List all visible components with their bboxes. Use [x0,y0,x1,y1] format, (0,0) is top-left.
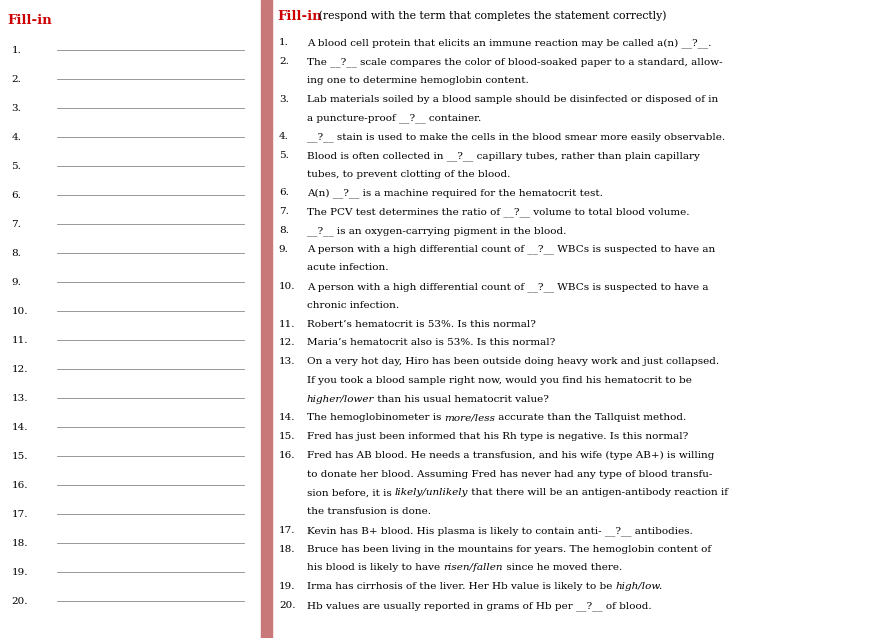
Text: since he moved there.: since he moved there. [503,563,622,572]
Text: Kevin has B+ blood. His plasma is likely to contain anti- __?​__ antibodies.: Kevin has B+ blood. His plasma is likely… [307,526,693,536]
Text: 15.: 15. [11,452,28,461]
Text: 4.: 4. [11,133,21,142]
Text: 10.: 10. [279,282,296,291]
Text: 18.: 18. [11,539,28,549]
Text: The __?​__ scale compares the color of blood-soaked paper to a standard, allow-: The __?​__ scale compares the color of b… [307,57,723,67]
Text: 20.: 20. [279,601,296,610]
Text: 13.: 13. [11,394,28,403]
Bar [261,0,272,638]
Text: Blood is often collected in __?​__ capillary tubes, rather than plain capillary: Blood is often collected in __?​__ capil… [307,151,700,161]
Text: 16.: 16. [279,451,296,460]
Text: 5.: 5. [279,151,289,160]
Text: that there will be an antigen-antibody reaction if: that there will be an antigen-antibody r… [468,489,729,498]
Text: 6.: 6. [11,191,21,200]
Text: Fred has AB blood. He needs a transfusion, and his wife (type AB+) is willing: Fred has AB blood. He needs a transfusio… [307,451,714,460]
Text: high/low.: high/low. [616,582,663,591]
Text: 6.: 6. [279,188,289,197]
Text: 1.: 1. [279,38,289,47]
Text: On a very hot day, Hiro has been outside doing heavy work and just collapsed.: On a very hot day, Hiro has been outside… [307,357,719,366]
Text: the transfusion is done.: the transfusion is done. [307,507,431,516]
Text: Fred has just been informed that his Rh type is negative. Is this normal?: Fred has just been informed that his Rh … [307,432,688,441]
Text: A person with a high differential count of __?​__ WBCs is suspected to have a: A person with a high differential count … [307,282,709,292]
Text: acute infection.: acute infection. [307,263,389,272]
Text: 3.: 3. [11,104,21,113]
Text: A person with a high differential count of __?​__ WBCs is suspected to have an: A person with a high differential count … [307,244,715,255]
Text: ing one to determine hemoglobin content.: ing one to determine hemoglobin content. [307,76,529,85]
Text: 11.: 11. [11,336,28,345]
Text: tubes, to prevent clotting of the blood.: tubes, to prevent clotting of the blood. [307,170,510,179]
Text: The hemoglobinometer is: The hemoglobinometer is [307,413,445,422]
Text: Hb values are usually reported in grams of Hb per __?​__ of blood.: Hb values are usually reported in grams … [307,601,652,611]
Text: 13.: 13. [279,357,296,366]
Text: A(n) __?​__ is a machine required for the hematocrit test.: A(n) __?​__ is a machine required for th… [307,188,602,198]
Text: 8.: 8. [279,226,289,235]
Text: 15.: 15. [279,432,296,441]
Text: accurate than the Tallquist method.: accurate than the Tallquist method. [496,413,687,422]
Text: 20.: 20. [11,597,28,607]
Text: risen/fallen: risen/fallen [443,563,503,572]
Text: 7.: 7. [11,220,21,229]
Text: 12.: 12. [11,365,28,375]
Text: 18.: 18. [279,545,296,554]
Text: Bruce has been living in the mountains for years. The hemoglobin content of: Bruce has been living in the mountains f… [307,545,711,554]
Text: 11.: 11. [279,320,296,329]
Text: (respond with the term that completes the statement correctly): (respond with the term that completes th… [315,10,667,21]
Text: 10.: 10. [11,307,28,316]
Text: If you took a blood sample right now, would you find his hematocrit to be: If you took a blood sample right now, wo… [307,376,692,385]
Text: 3.: 3. [279,94,289,103]
Text: than his usual hematocrit value?: than his usual hematocrit value? [374,395,549,404]
Text: to donate her blood. Assuming Fred has never had any type of blood transfu-: to donate her blood. Assuming Fred has n… [307,470,712,478]
Text: 16.: 16. [11,481,28,491]
Text: higher/lower: higher/lower [307,395,374,404]
Text: sion before, it is: sion before, it is [307,489,395,498]
Text: 4.: 4. [279,132,289,141]
Text: 8.: 8. [11,249,21,258]
Text: Lab materials soiled by a blood sample should be disinfected or disposed of in: Lab materials soiled by a blood sample s… [307,94,718,103]
Text: Fill-in: Fill-in [7,14,52,27]
Text: A blood cell protein that elicits an immune reaction may be called a(n) __?​__.: A blood cell protein that elicits an imm… [307,38,711,48]
Text: 12.: 12. [279,338,296,348]
Text: __?​__ is an oxygen-carrying pigment in the blood.: __?​__ is an oxygen-carrying pigment in … [307,226,567,235]
Text: 17.: 17. [279,526,296,535]
Text: 17.: 17. [11,510,28,519]
Text: more/less: more/less [445,413,496,422]
Text: 19.: 19. [279,582,296,591]
Text: Maria’s hematocrit also is 53%. Is this normal?: Maria’s hematocrit also is 53%. Is this … [307,338,555,348]
Text: likely/unlikely: likely/unlikely [395,489,468,498]
Text: a puncture-proof __?​__ container.: a puncture-proof __?​__ container. [307,114,481,123]
Text: 7.: 7. [279,207,289,216]
Text: 5.: 5. [11,162,21,171]
Text: 9.: 9. [11,278,21,287]
Text: The PCV test determines the ratio of __?​__ volume to total blood volume.: The PCV test determines the ratio of __?… [307,207,689,217]
Text: 19.: 19. [11,568,28,577]
Text: his blood is likely to have: his blood is likely to have [307,563,443,572]
Text: 14.: 14. [11,424,28,433]
Text: Fill-in: Fill-in [277,10,322,23]
Text: Irma has cirrhosis of the liver. Her Hb value is likely to be: Irma has cirrhosis of the liver. Her Hb … [307,582,616,591]
Text: 2.: 2. [279,57,289,66]
Text: 9.: 9. [279,244,289,254]
Text: chronic infection.: chronic infection. [307,301,399,310]
Text: 2.: 2. [11,75,21,84]
Text: 1.: 1. [11,46,21,55]
Text: Robert’s hematocrit is 53%. Is this normal?: Robert’s hematocrit is 53%. Is this norm… [307,320,536,329]
Text: 14.: 14. [279,413,296,422]
Text: __?​__ stain is used to make the cells in the blood smear more easily observable: __?​__ stain is used to make the cells i… [307,132,725,142]
